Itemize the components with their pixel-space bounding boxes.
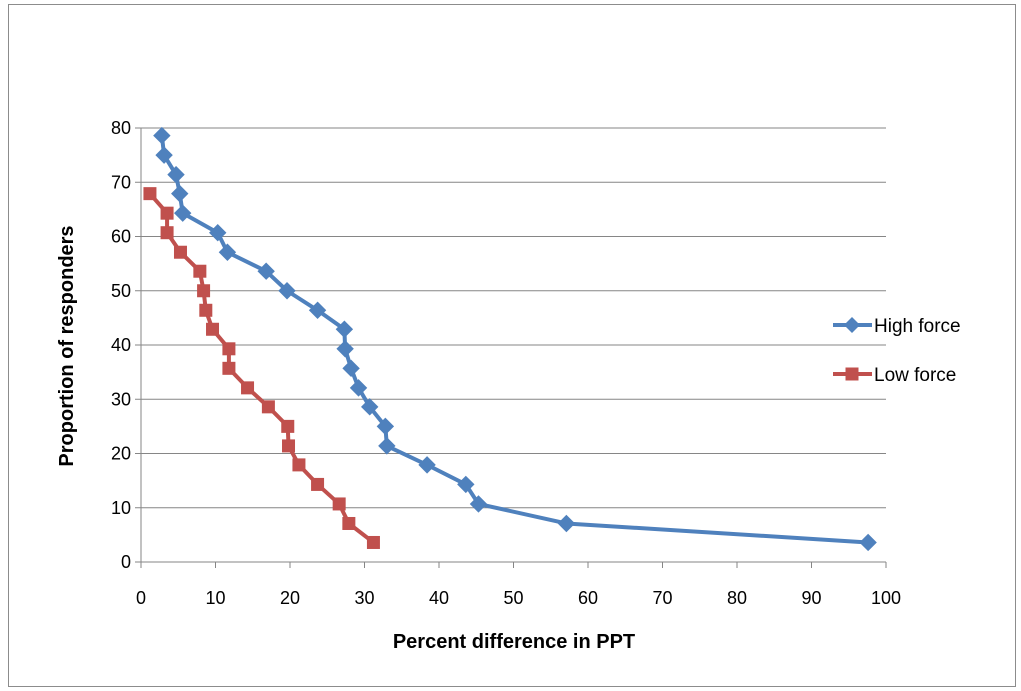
data-point-low-force	[160, 226, 174, 240]
data-point-high-force	[336, 340, 354, 358]
data-point-low-force	[173, 245, 187, 259]
x-tick-label: 0	[136, 588, 146, 608]
data-point-low-force	[282, 439, 296, 453]
data-point-high-force	[209, 223, 227, 242]
data-point-low-force	[311, 477, 325, 491]
x-axis-title: Percent difference in PPT	[393, 631, 635, 653]
x-tick-label: 80	[727, 588, 747, 608]
data-point-high-force	[457, 475, 475, 494]
data-point-high-force	[174, 204, 192, 222]
data-point-low-force	[241, 381, 255, 395]
data-point-low-force	[366, 535, 380, 549]
legend-marker-low-force	[845, 367, 859, 381]
data-point-low-force	[222, 342, 236, 356]
data-point-low-force	[160, 206, 174, 220]
x-tick-label: 30	[354, 588, 374, 608]
data-point-high-force	[418, 456, 436, 474]
data-point-high-force	[155, 146, 173, 164]
x-tick-label: 20	[280, 588, 300, 608]
y-tick-label: 0	[121, 552, 131, 572]
data-point-high-force	[378, 437, 396, 455]
data-point-high-force	[376, 417, 395, 436]
data-point-high-force	[557, 514, 576, 533]
legend-label-high-force: High force	[874, 316, 961, 337]
data-point-low-force	[281, 419, 295, 433]
x-tick-label: 100	[871, 588, 901, 608]
data-point-low-force	[193, 264, 207, 278]
x-tick-label: 60	[578, 588, 598, 608]
data-point-high-force	[257, 262, 275, 280]
data-point-high-force	[278, 282, 296, 300]
series-high-force	[153, 126, 877, 552]
data-point-low-force	[292, 458, 306, 472]
legend-marker-high-force	[844, 317, 860, 333]
x-tick-label: 70	[652, 588, 672, 608]
y-tick-label: 50	[111, 281, 131, 301]
y-tick-label: 40	[111, 335, 131, 355]
y-axis-title: Proportion of responders	[56, 225, 78, 466]
series-line-high-force	[159, 135, 869, 545]
data-point-high-force	[335, 320, 354, 338]
data-point-high-force	[167, 165, 185, 184]
series-low-force	[143, 187, 380, 549]
y-tick-label: 30	[111, 389, 131, 409]
data-point-high-force	[171, 184, 189, 203]
data-point-high-force	[308, 301, 327, 319]
data-point-high-force	[469, 495, 488, 513]
x-tick-label: 50	[503, 588, 523, 608]
y-tick-label: 10	[111, 498, 131, 518]
x-tick-label: 10	[205, 588, 225, 608]
data-point-low-force	[222, 361, 236, 375]
data-point-low-force	[342, 516, 356, 530]
data-point-high-force	[153, 126, 171, 145]
data-point-high-force	[361, 398, 379, 416]
data-point-low-force	[197, 284, 211, 298]
legend: High force Low force	[833, 316, 961, 386]
series	[143, 126, 877, 552]
data-point-low-force	[261, 400, 275, 414]
data-point-high-force	[342, 359, 360, 378]
data-point-high-force	[859, 533, 877, 552]
legend-item-low-force: Low force	[833, 365, 956, 386]
data-point-low-force	[206, 322, 220, 336]
data-point-low-force	[199, 303, 213, 317]
y-tick-label: 60	[111, 227, 131, 247]
gridlines	[141, 127, 886, 509]
y-tick-label: 20	[111, 444, 131, 464]
legend-item-high-force: High force	[833, 316, 961, 337]
legend-label-low-force: Low force	[874, 365, 956, 386]
data-point-low-force	[143, 187, 157, 201]
data-point-high-force	[218, 243, 237, 261]
x-tick-label: 90	[801, 588, 821, 608]
y-tick-label: 80	[111, 118, 131, 138]
tick-labels: 0 10 20 30 40 50 60 70 80 0 10 20 30 40 50 60 70 80 90 100	[111, 118, 901, 608]
data-point-high-force	[349, 379, 368, 397]
y-tick-label: 70	[111, 172, 131, 192]
x-tick-label: 40	[429, 588, 449, 608]
axes	[135, 127, 887, 568]
data-point-low-force	[332, 497, 346, 511]
